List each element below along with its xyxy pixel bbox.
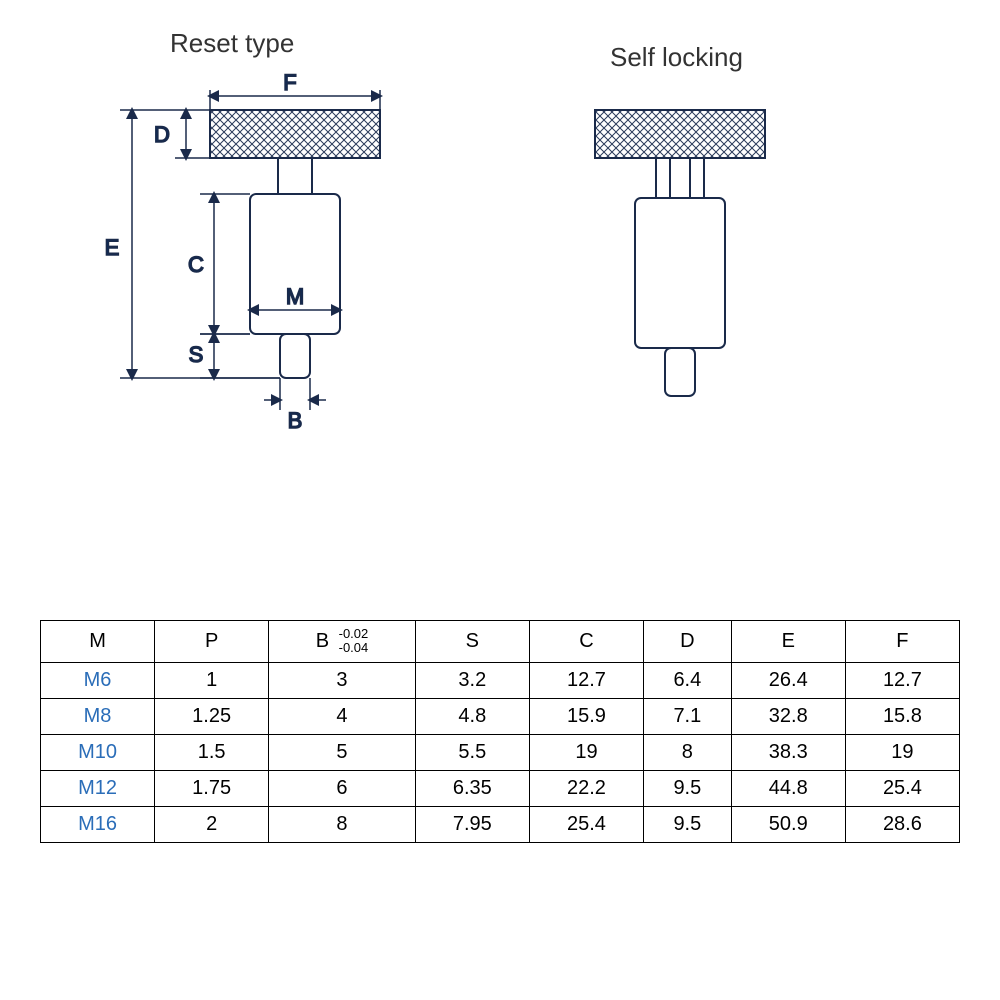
table-row: M121.7566.3522.29.544.825.4 [41,770,960,806]
title-reset: Reset type [170,28,294,59]
svg-text:M: M [286,284,304,309]
dim-S: S [189,334,280,378]
cell-P: 2 [155,806,269,842]
cell-D: 9.5 [644,770,732,806]
selflock-diagram [595,110,765,396]
cell-B: 8 [269,806,416,842]
cell-S: 5.5 [415,734,529,770]
dim-D: D [154,110,210,158]
cell-D: 8 [644,734,732,770]
cell-F: 19 [845,734,959,770]
cell-P: 1.5 [155,734,269,770]
table-row: M101.555.519838.319 [41,734,960,770]
cell-C: 15.9 [529,698,643,734]
col-B: B -0.02-0.04 [269,621,416,663]
svg-text:S: S [189,342,204,367]
svg-text:B: B [288,408,303,433]
cell-B: 6 [269,770,416,806]
cell-E: 26.4 [731,662,845,698]
spec-table-wrap: M P B -0.02-0.04 S C D E F M6133.212.76.… [40,620,960,843]
col-D: D [644,621,732,663]
cell-S: 3.2 [415,662,529,698]
cell-E: 44.8 [731,770,845,806]
cell-P: 1 [155,662,269,698]
cell-S: 6.35 [415,770,529,806]
cell-F: 12.7 [845,662,959,698]
col-C: C [529,621,643,663]
dim-B: B [264,378,326,433]
col-F: F [845,621,959,663]
table-row: M16287.9525.49.550.928.6 [41,806,960,842]
cell-B: 3 [269,662,416,698]
spec-table: M P B -0.02-0.04 S C D E F M6133.212.76.… [40,620,960,843]
dim-F: F [210,70,380,110]
cell-P: 1.75 [155,770,269,806]
cell-E: 32.8 [731,698,845,734]
cell-P: 1.25 [155,698,269,734]
cell-F: 28.6 [845,806,959,842]
cell-B: 5 [269,734,416,770]
table-header-row: M P B -0.02-0.04 S C D E F [41,621,960,663]
cell-B: 4 [269,698,416,734]
cell-C: 22.2 [529,770,643,806]
cell-M: M6 [41,662,155,698]
cell-C: 25.4 [529,806,643,842]
col-S: S [415,621,529,663]
reset-diagram [210,110,380,378]
cell-D: 7.1 [644,698,732,734]
cell-D: 6.4 [644,662,732,698]
cell-M: M12 [41,770,155,806]
diagram-area: F D E C S M B [0,60,1000,560]
col-E: E [731,621,845,663]
dim-C: C [188,194,250,334]
cell-F: 15.8 [845,698,959,734]
cell-M: M16 [41,806,155,842]
cell-E: 38.3 [731,734,845,770]
cell-M: M8 [41,698,155,734]
svg-text:D: D [154,122,170,147]
svg-text:E: E [105,235,120,260]
diagrams-svg: F D E C S M B [0,60,1000,560]
cell-M: M10 [41,734,155,770]
col-P: P [155,621,269,663]
svg-text:C: C [188,252,204,277]
cell-F: 25.4 [845,770,959,806]
table-row: M6133.212.76.426.412.7 [41,662,960,698]
cell-E: 50.9 [731,806,845,842]
table-row: M81.2544.815.97.132.815.8 [41,698,960,734]
cell-S: 4.8 [415,698,529,734]
svg-text:F: F [283,70,296,95]
cell-C: 19 [529,734,643,770]
col-M: M [41,621,155,663]
dim-M: M [250,284,340,310]
cell-C: 12.7 [529,662,643,698]
cell-D: 9.5 [644,806,732,842]
cell-S: 7.95 [415,806,529,842]
